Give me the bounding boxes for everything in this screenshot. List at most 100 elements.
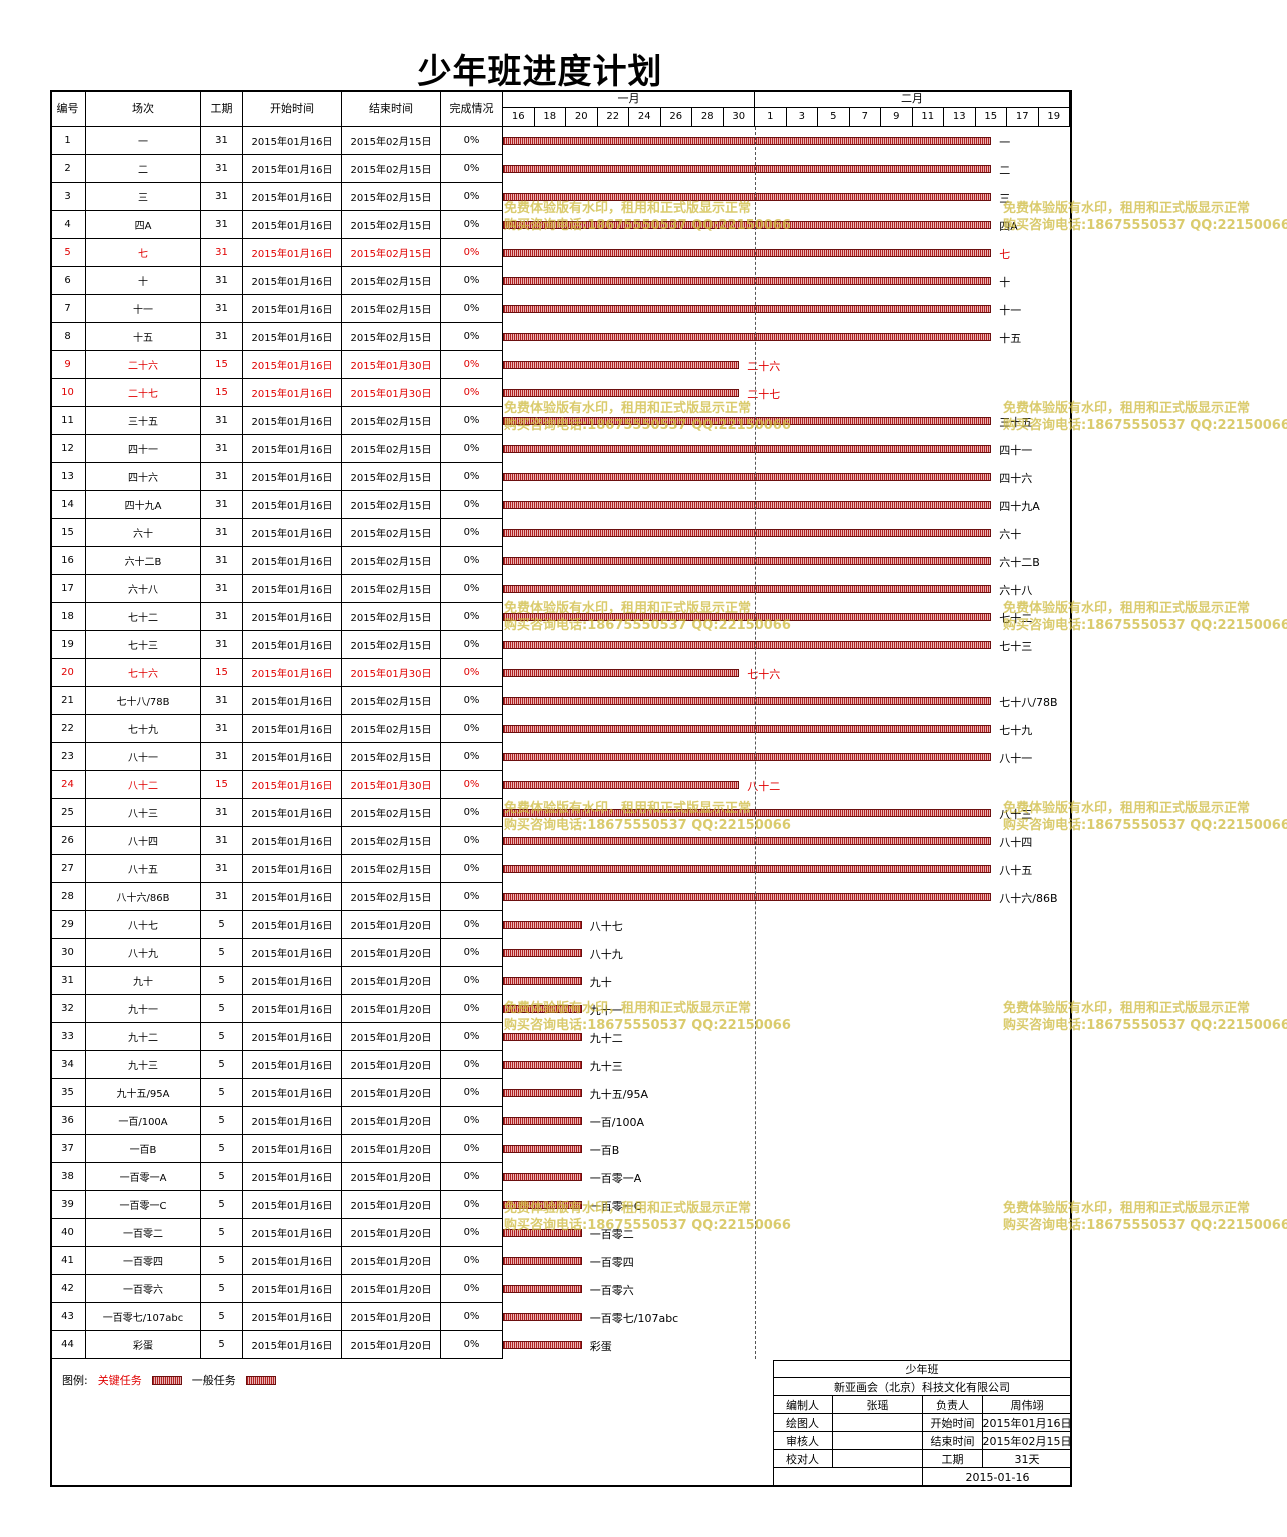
cell-duration: 31 [201,323,243,351]
cell-no: 31 [50,967,86,995]
info-frame [773,1360,1072,1487]
cell-status: 0% [441,883,503,911]
cell-start: 2015年01月16日 [243,659,342,687]
info-project: 少年班 [773,1360,1072,1378]
cell-name: 九十二 [86,1023,201,1051]
cell-status: 0% [441,771,503,799]
cell-end: 2015年01月20日 [342,1023,441,1051]
info-company: 新亚画会（北京）科技文化有限公司 [773,1378,1072,1396]
cell-status: 0% [441,491,503,519]
task-bar [503,1229,582,1237]
cell-duration: 31 [201,687,243,715]
table-row: 7 十一 31 2015年01月16日 2015年02月15日 0% 十一 [50,295,1072,323]
cell-end: 2015年01月20日 [342,1051,441,1079]
cell-name: 一 [86,127,201,155]
cell-end: 2015年02月15日 [342,211,441,239]
cell-duration: 31 [201,295,243,323]
cell-name: 八十六/86B [86,883,201,911]
cell-duration: 5 [201,1135,243,1163]
cell-status: 0% [441,519,503,547]
cell-status: 0% [441,911,503,939]
day-header: 16 [503,108,535,127]
cell-duration: 5 [201,911,243,939]
table-row: 8 十五 31 2015年01月16日 2015年02月15日 0% 十五 [50,323,1072,351]
cell-name: 九十五/95A [86,1079,201,1107]
info-value-duration: 31天 [983,1450,1072,1468]
cell-status: 0% [441,1163,503,1191]
cell-end: 2015年01月30日 [342,659,441,687]
info-date: 2015-01-16 [965,1470,1030,1484]
cell-duration: 5 [201,1247,243,1275]
cell-duration: 5 [201,939,243,967]
header-no: 编号 [50,90,86,127]
cell-status: 0% [441,659,503,687]
cell-start: 2015年01月16日 [243,351,342,379]
bar-label: 一百零二 [589,1228,634,1241]
task-bar [503,893,992,901]
cell-start: 2015年01月16日 [243,855,342,883]
cell-duration: 31 [201,239,243,267]
table-row: 34 九十三 5 2015年01月16日 2015年01月20日 0% 九十三 [50,1051,1072,1079]
cell-duration: 31 [201,603,243,631]
cell-end: 2015年01月20日 [342,911,441,939]
bar-label: 六十 [999,528,1022,541]
cell-no: 20 [50,659,86,687]
legend-critical-swatch [151,1375,182,1385]
cell-duration: 31 [201,799,243,827]
table-row: 11 三十五 31 2015年01月16日 2015年02月15日 0% 三十五 [50,407,1072,435]
task-bar [503,277,992,285]
cell-end: 2015年01月20日 [342,1219,441,1247]
cell-no: 12 [50,435,86,463]
cell-end: 2015年02月15日 [342,155,441,183]
cell-no: 2 [50,155,86,183]
cell-end: 2015年01月20日 [342,1275,441,1303]
table-row: 25 八十三 31 2015年01月16日 2015年02月15日 0% 八十三 [50,799,1072,827]
cell-name: 彩蛋 [86,1331,201,1359]
cell-status: 0% [441,603,503,631]
cell-status: 0% [441,435,503,463]
task-bar [503,1117,582,1125]
bar-label: 三十五 [999,416,1033,429]
day-header: 19 [1038,108,1070,127]
cell-start: 2015年01月16日 [243,1303,342,1331]
table-row: 3 三 31 2015年01月16日 2015年02月15日 0% 三 [50,183,1072,211]
table-row: 15 六十 31 2015年01月16日 2015年02月15日 0% 六十 [50,519,1072,547]
bar-label: 十一 [999,304,1022,317]
info-label-reviewer: 审核人 [773,1432,833,1450]
cell-start: 2015年01月16日 [243,1051,342,1079]
table-row: 24 八十二 15 2015年01月16日 2015年01月30日 0% 八十二 [50,771,1072,799]
cell-status: 0% [441,687,503,715]
cell-no: 16 [50,547,86,575]
task-bar [503,1089,582,1097]
bar-label: 一百零四 [589,1256,634,1269]
cell-status: 0% [441,743,503,771]
cell-no: 17 [50,575,86,603]
task-bar [503,501,992,509]
cell-no: 22 [50,715,86,743]
cell-duration: 31 [201,127,243,155]
cell-start: 2015年01月16日 [243,547,342,575]
task-bar [503,165,992,173]
cell-status: 0% [441,1135,503,1163]
cell-duration: 31 [201,855,243,883]
info-label-start: 开始时间 [923,1414,983,1432]
bar-label: 四A [999,220,1018,233]
cell-end: 2015年01月20日 [342,967,441,995]
task-bar [503,137,992,145]
table-row: 18 七十二 31 2015年01月16日 2015年02月15日 0% 七十二 [50,603,1072,631]
cell-no: 14 [50,491,86,519]
cell-status: 0% [441,939,503,967]
cell-end: 2015年02月15日 [342,463,441,491]
task-bar [503,473,992,481]
task-bar [503,753,992,761]
cell-status: 0% [441,1079,503,1107]
header-name: 场次 [86,90,201,127]
table-row: 21 七十八/78B 31 2015年01月16日 2015年02月15日 0% 七十八/7… [50,687,1072,715]
cell-duration: 5 [201,1275,243,1303]
bar-label: 七十三 [999,640,1033,653]
cell-end: 2015年02月15日 [342,547,441,575]
bar-label: 九十 [589,976,612,989]
cell-name: 一百/100A [86,1107,201,1135]
task-bar [503,1257,582,1265]
cell-duration: 31 [201,211,243,239]
